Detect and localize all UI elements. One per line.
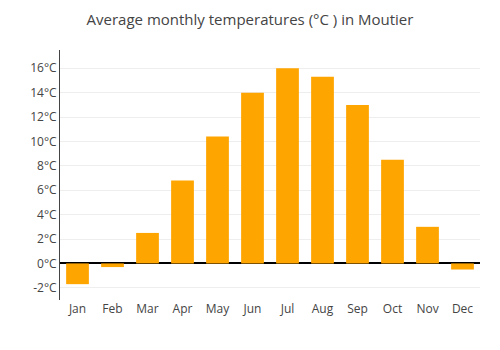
svg-text:Jul: Jul: [280, 300, 295, 317]
svg-text:Mar: Mar: [136, 300, 158, 317]
svg-text:Feb: Feb: [102, 300, 122, 317]
svg-text:May: May: [206, 300, 230, 317]
svg-text:10°C: 10°C: [30, 133, 57, 150]
svg-text:6°C: 6°C: [37, 181, 57, 198]
svg-text:Aug: Aug: [312, 300, 334, 317]
svg-text:Apr: Apr: [173, 300, 193, 317]
svg-text:2°C: 2°C: [37, 230, 57, 247]
svg-text:14°C: 14°C: [30, 84, 57, 101]
svg-text:Dec: Dec: [452, 300, 473, 317]
svg-text:Sep: Sep: [347, 300, 368, 317]
svg-text:12°C: 12°C: [30, 108, 57, 125]
svg-text:Average monthly temperatures (: Average monthly temperatures (°C ) in Mo…: [87, 9, 414, 29]
svg-text:0°C: 0°C: [37, 255, 57, 272]
svg-text:Jun: Jun: [243, 300, 262, 317]
svg-text:-2°C: -2°C: [33, 279, 57, 296]
svg-text:16°C: 16°C: [30, 59, 57, 76]
svg-text:Nov: Nov: [416, 300, 438, 317]
svg-text:Oct: Oct: [383, 300, 402, 317]
svg-text:8°C: 8°C: [37, 157, 57, 174]
svg-text:Jan: Jan: [68, 300, 86, 317]
svg-text:4°C: 4°C: [37, 206, 57, 223]
